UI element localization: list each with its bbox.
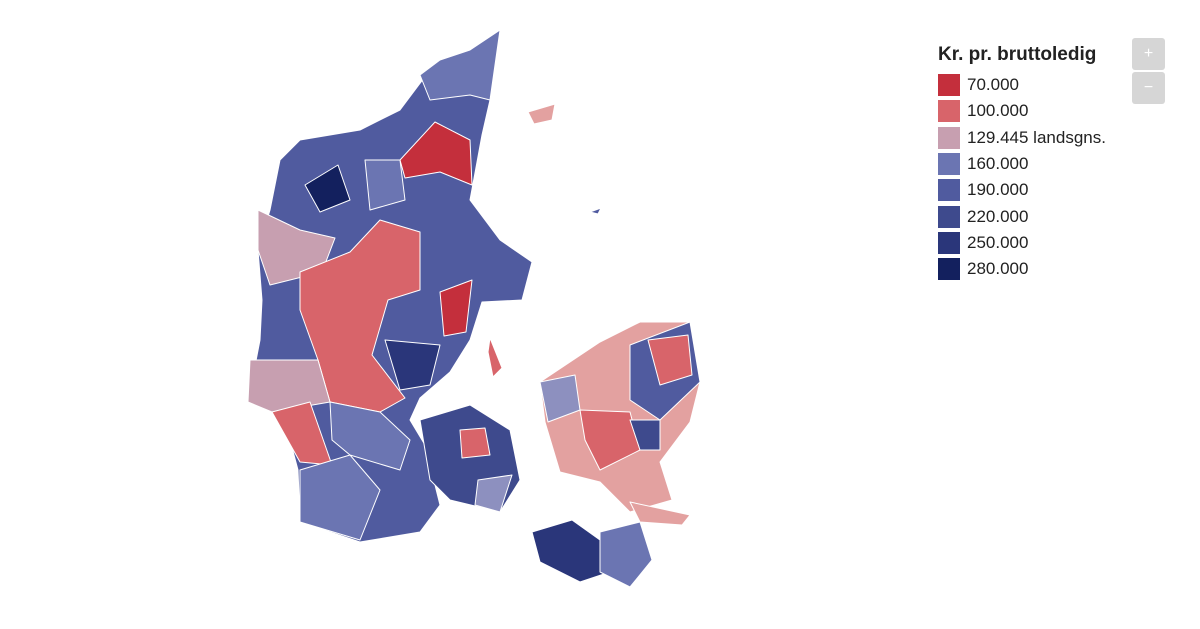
region bbox=[304, 164, 351, 213]
legend-item: 280.000 bbox=[938, 256, 1106, 282]
falster bbox=[599, 521, 653, 588]
lolland bbox=[531, 519, 611, 583]
legend-item: 129.445 landsgns. bbox=[938, 125, 1106, 151]
region bbox=[647, 334, 693, 386]
anholt bbox=[589, 207, 602, 215]
legend-label: 280.000 bbox=[967, 259, 1029, 279]
legend: Kr. pr. bruttoledig 70.000 100.000 129.445… bbox=[938, 44, 1106, 282]
legend-item: 70.000 bbox=[938, 72, 1106, 98]
region bbox=[579, 409, 641, 471]
legend-label: 70.000 bbox=[967, 75, 1019, 95]
legend-item: 220.000 bbox=[938, 203, 1106, 229]
region bbox=[629, 419, 661, 451]
moen bbox=[629, 501, 691, 526]
legend-swatch bbox=[938, 205, 960, 228]
samsoe bbox=[487, 337, 503, 378]
legend-item: 250.000 bbox=[938, 230, 1106, 256]
map bbox=[247, 29, 701, 588]
region bbox=[247, 359, 331, 413]
region bbox=[439, 279, 473, 337]
legend-label: 100.000 bbox=[967, 101, 1029, 121]
legend-item: 190.000 bbox=[938, 177, 1106, 203]
legend-label: 190.000 bbox=[967, 180, 1029, 200]
legend-items: 70.000 100.000 129.445 landsgns. 160.000 190… bbox=[938, 72, 1106, 282]
laesoe bbox=[527, 103, 556, 125]
legend-label: 160.000 bbox=[967, 154, 1029, 174]
legend-item: 160.000 bbox=[938, 151, 1106, 177]
region bbox=[329, 401, 411, 471]
legend-swatch bbox=[938, 231, 960, 254]
region bbox=[299, 454, 381, 541]
region bbox=[384, 339, 441, 391]
legend-swatch bbox=[938, 100, 960, 123]
region bbox=[474, 474, 513, 513]
region bbox=[364, 159, 406, 211]
legend-label: 129.445 landsgns. bbox=[967, 127, 1106, 147]
legend-label: 220.000 bbox=[967, 206, 1029, 226]
legend-item: 100.000 bbox=[938, 98, 1106, 124]
legend-swatch bbox=[938, 126, 960, 149]
legend-swatch bbox=[938, 258, 960, 281]
legend-swatch bbox=[938, 179, 960, 202]
region bbox=[419, 29, 501, 101]
legend-label: 250.000 bbox=[967, 232, 1029, 252]
legend-title: Kr. pr. bruttoledig bbox=[938, 44, 1097, 65]
region bbox=[399, 121, 473, 186]
region bbox=[459, 427, 491, 459]
zoom-in-button[interactable]: + bbox=[1132, 38, 1165, 70]
zoom-out-button[interactable]: − bbox=[1132, 72, 1165, 104]
legend-swatch bbox=[938, 74, 960, 97]
legend-swatch bbox=[938, 153, 960, 176]
